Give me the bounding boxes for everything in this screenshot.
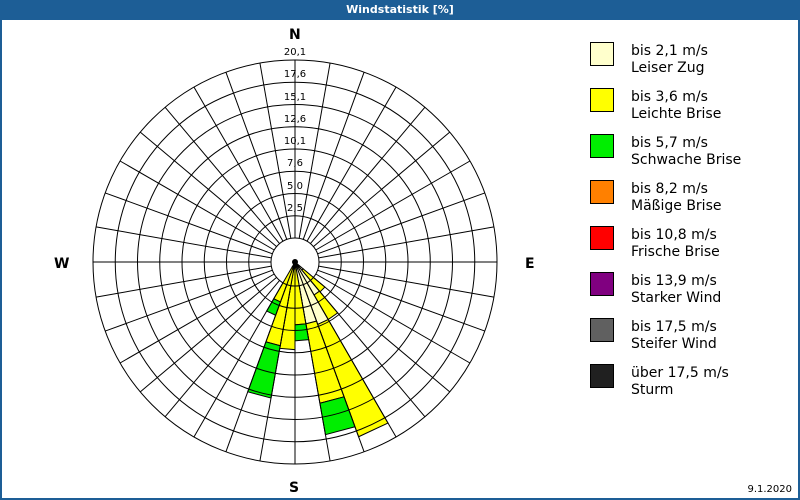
compass-south-label: S bbox=[289, 480, 300, 496]
radial-tick-label: 15,1 bbox=[283, 91, 307, 103]
legend-label: bis 3,6 m/s Leichte Brise bbox=[631, 89, 722, 122]
radial-tick-label: 17,6 bbox=[283, 69, 307, 81]
legend-swatch bbox=[590, 180, 614, 204]
legend-swatch bbox=[590, 226, 614, 250]
legend-label: bis 2,1 m/s Leiser Zug bbox=[631, 43, 708, 76]
legend-label: bis 17,5 m/s Steifer Wind bbox=[631, 319, 717, 352]
legend-swatch bbox=[590, 272, 614, 296]
legend-label: bis 8,2 m/s Mäßige Brise bbox=[631, 181, 722, 214]
radial-tick-label: 2,5 bbox=[287, 202, 303, 214]
legend-swatch bbox=[590, 134, 614, 158]
legend-swatch bbox=[590, 88, 614, 112]
legend-label: bis 10,8 m/s Frische Brise bbox=[631, 227, 720, 260]
date-label: 9.1.2020 bbox=[747, 484, 792, 495]
legend-swatch bbox=[590, 42, 614, 66]
radial-tick-label: 7,6 bbox=[287, 158, 303, 170]
radial-tick-label: 5,0 bbox=[287, 180, 303, 192]
legend-label: über 17,5 m/s Sturm bbox=[631, 365, 729, 398]
chart-title: Windstatistik [%] bbox=[0, 0, 800, 20]
legend-swatch bbox=[590, 364, 614, 388]
legend-swatch bbox=[590, 318, 614, 342]
legend-label: bis 5,7 m/s Schwache Brise bbox=[631, 135, 742, 168]
radial-tick-label: 10,1 bbox=[283, 136, 307, 147]
compass-west-label: W bbox=[54, 256, 70, 272]
compass-north-label: N bbox=[289, 27, 301, 43]
radial-tick-label: 20,1 bbox=[283, 47, 307, 58]
legend-label: bis 13,9 m/s Starker Wind bbox=[631, 273, 722, 306]
compass-east-label: E bbox=[525, 256, 535, 272]
radial-tick-label: 12,6 bbox=[283, 113, 307, 125]
